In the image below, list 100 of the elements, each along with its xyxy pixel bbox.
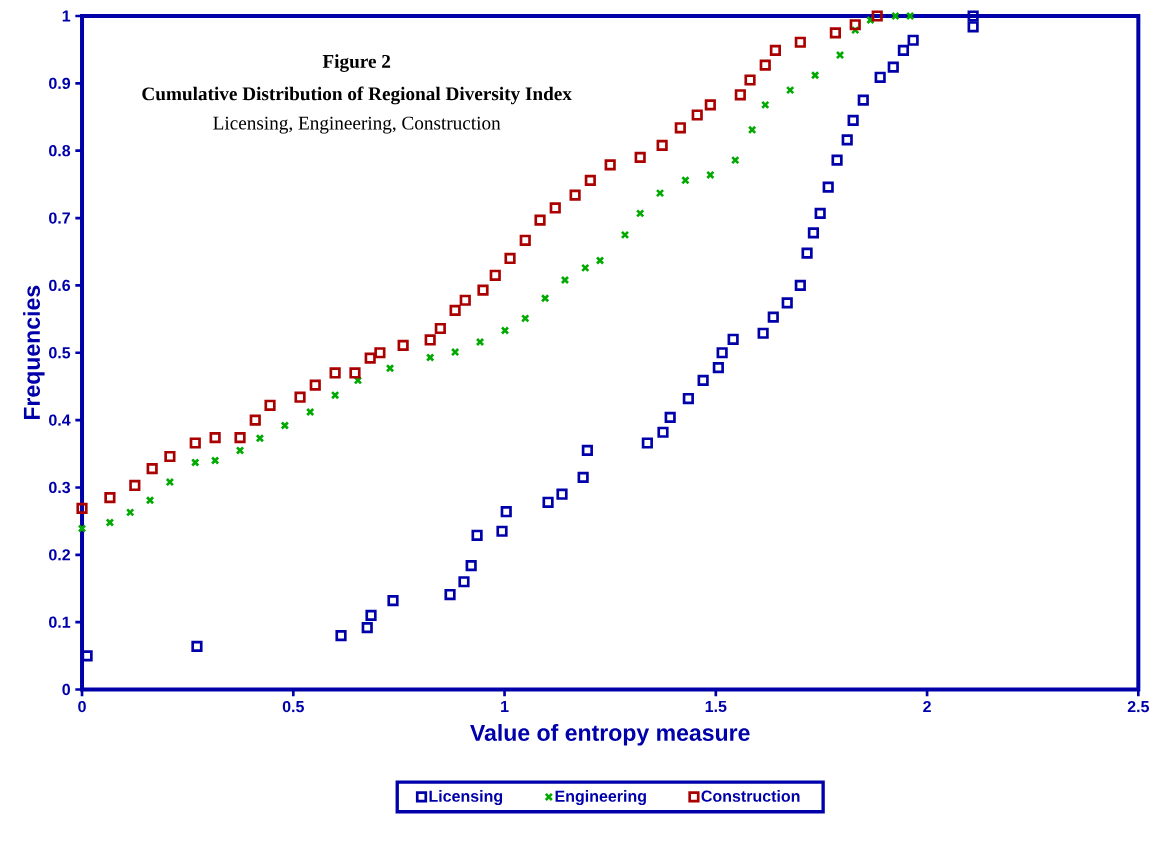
point xyxy=(556,488,568,500)
x-tick-label: 2 xyxy=(923,700,931,712)
point xyxy=(682,392,694,405)
point xyxy=(897,44,910,56)
point xyxy=(191,640,203,652)
point xyxy=(857,94,869,106)
point xyxy=(871,10,883,22)
y-tick-label: 0.3 xyxy=(49,481,71,494)
point xyxy=(374,347,386,359)
point xyxy=(604,159,616,171)
point xyxy=(549,202,561,214)
point xyxy=(716,347,728,359)
point xyxy=(129,479,141,491)
point xyxy=(734,89,746,101)
x-tick-label: 0.5 xyxy=(282,700,304,713)
point xyxy=(704,99,716,111)
point xyxy=(847,114,859,126)
point xyxy=(814,207,826,219)
point xyxy=(727,333,739,345)
point xyxy=(767,311,779,323)
text: Figure 2 xyxy=(322,54,391,72)
legend-label: Engineering xyxy=(555,790,646,805)
point xyxy=(757,327,769,339)
point xyxy=(424,334,436,346)
point xyxy=(657,426,669,438)
point xyxy=(209,431,221,444)
point xyxy=(500,505,512,518)
point xyxy=(641,437,653,449)
point xyxy=(674,122,686,134)
y-tick-label: 0.1 xyxy=(49,616,71,628)
point xyxy=(577,471,589,483)
point xyxy=(569,189,581,201)
point xyxy=(76,502,88,514)
point xyxy=(691,109,703,121)
point xyxy=(264,399,276,411)
point xyxy=(397,339,409,351)
x-tick-label: 1.5 xyxy=(705,700,727,712)
point xyxy=(309,379,321,391)
y-axis-title: Frequencies xyxy=(23,285,45,419)
point xyxy=(794,279,806,291)
point xyxy=(967,21,979,33)
point xyxy=(781,297,793,309)
point xyxy=(249,414,261,426)
point xyxy=(697,374,709,386)
point xyxy=(458,576,470,588)
y-tick-label: 0.7 xyxy=(49,212,70,224)
point xyxy=(744,74,756,86)
y-tick-label: 0.8 xyxy=(49,144,71,157)
point xyxy=(907,34,919,46)
point xyxy=(634,151,646,163)
point xyxy=(387,594,399,607)
point xyxy=(584,174,596,186)
x-axis-title: Value of entropy measure xyxy=(470,723,750,746)
point xyxy=(887,61,899,73)
point xyxy=(504,252,516,264)
point xyxy=(294,391,306,403)
legend-label: Construction xyxy=(701,790,800,802)
point xyxy=(361,621,373,634)
point xyxy=(542,496,554,508)
point xyxy=(874,71,886,83)
point xyxy=(801,247,813,259)
y-tick-label: 0.4 xyxy=(49,414,71,426)
point xyxy=(444,588,456,601)
y-tick-label: 1 xyxy=(62,10,71,22)
point xyxy=(581,444,593,456)
x-tick-label: 2.5 xyxy=(1127,700,1150,713)
point xyxy=(329,367,341,379)
point xyxy=(829,27,841,39)
point xyxy=(496,525,508,537)
point xyxy=(449,304,461,316)
text: Cumulative Distribution of Regional Diversity Index xyxy=(142,86,572,105)
point xyxy=(434,322,446,335)
point xyxy=(534,214,546,226)
point xyxy=(146,462,158,475)
point xyxy=(234,431,246,444)
y-tick-label: 0.2 xyxy=(49,549,71,561)
y-tick-label: 0.6 xyxy=(49,279,71,291)
y-tick-label: 0.5 xyxy=(49,346,71,359)
point xyxy=(759,59,771,71)
point xyxy=(822,181,834,193)
x-tick-label: 0 xyxy=(78,700,86,713)
point xyxy=(465,559,477,572)
point xyxy=(831,154,843,166)
point xyxy=(656,139,668,151)
point xyxy=(365,609,377,621)
point xyxy=(489,269,501,281)
point xyxy=(519,234,531,246)
point xyxy=(189,437,201,449)
annotation: Licensing, Engineering, Construction xyxy=(213,116,501,134)
point xyxy=(794,36,806,48)
y-tick-label: 0 xyxy=(62,683,70,696)
point xyxy=(349,367,361,379)
point xyxy=(841,134,853,146)
y-tick-label: 0.9 xyxy=(49,77,71,89)
point xyxy=(769,44,781,56)
point xyxy=(807,227,820,239)
point xyxy=(364,352,376,364)
point xyxy=(459,294,471,306)
point xyxy=(967,10,979,22)
point xyxy=(712,361,724,374)
